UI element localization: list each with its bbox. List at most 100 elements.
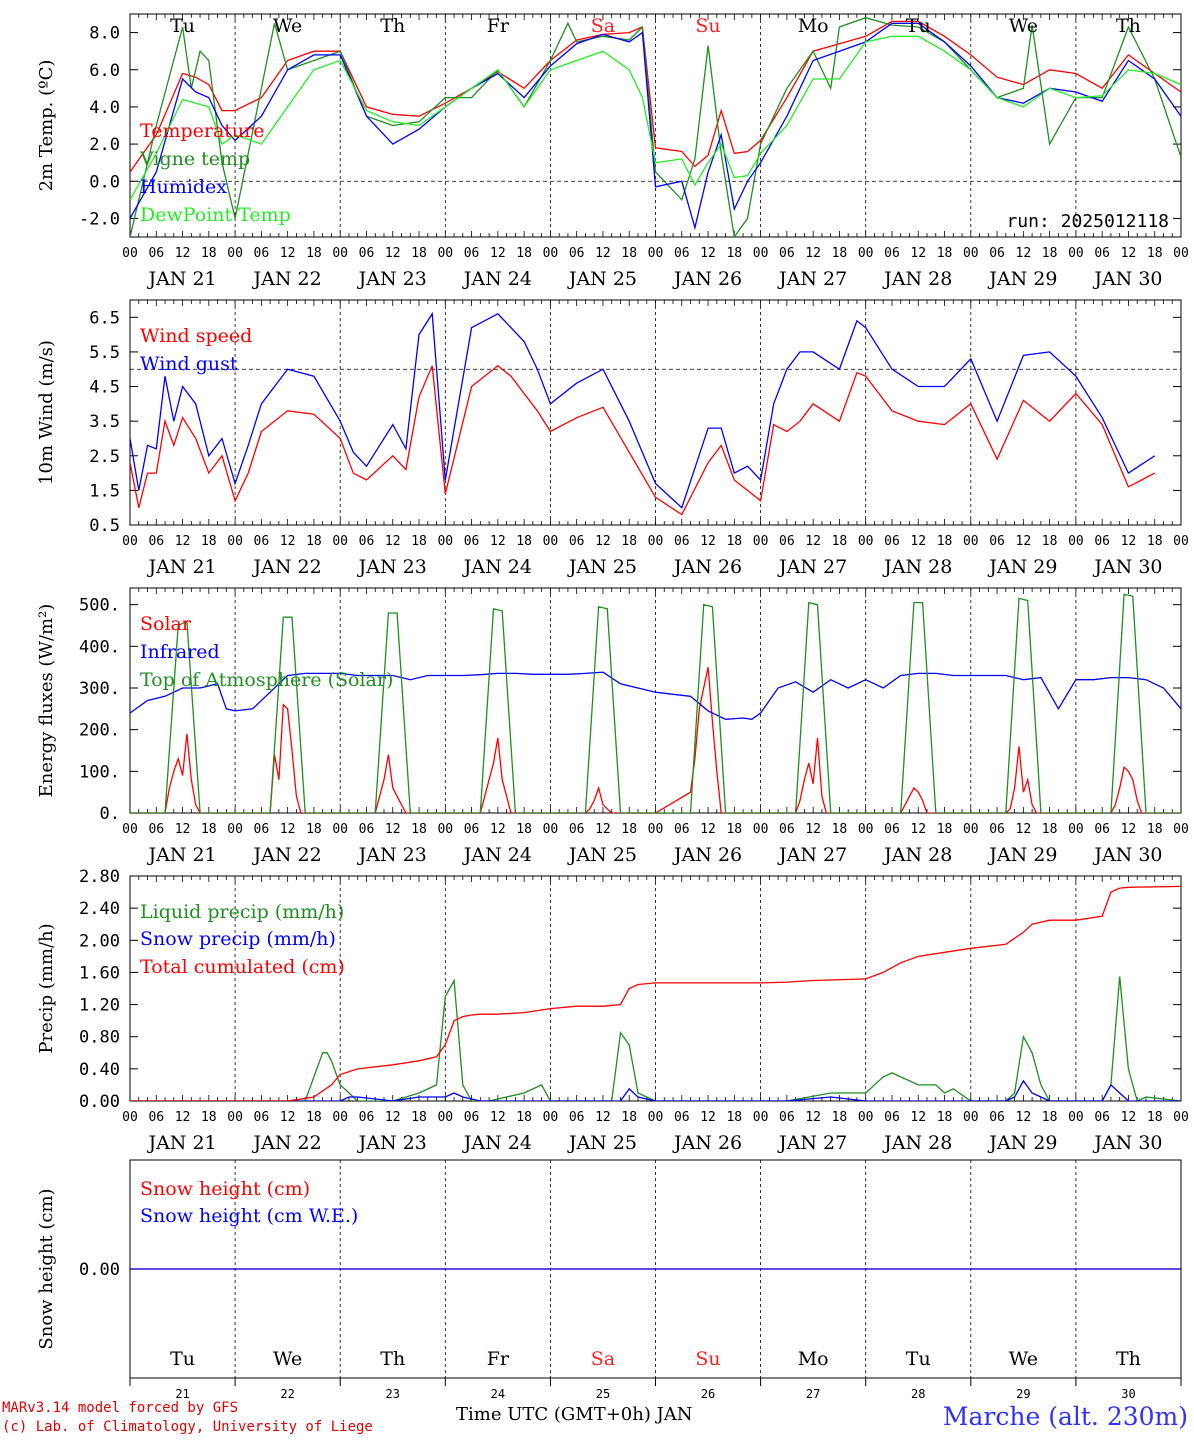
y-axis-label: 10m Wind (m/s) (36, 340, 57, 485)
x-hour-label: 00 (648, 246, 664, 261)
x-hour-label: 18 (516, 822, 532, 837)
x-hour-label: 12 (1016, 1110, 1032, 1125)
x-hour-label: 00 (1068, 1110, 1084, 1125)
x-hour-label: 00 (648, 1110, 664, 1125)
series-line-snow-precip-mm-h- (130, 1079, 1181, 1101)
y-tick-label: 0.40 (79, 1060, 120, 1080)
x-hour-label: 18 (621, 534, 637, 549)
y-tick-label: 0.5 (89, 516, 120, 536)
x-hour-label: 18 (516, 534, 532, 549)
x-day-number: 22 (280, 1387, 294, 1401)
x-hour-label: 06 (254, 246, 270, 261)
x-day-number: 23 (386, 1387, 400, 1401)
x-hour-label: 12 (175, 822, 191, 837)
x-date-label: JAN 22 (252, 556, 322, 578)
x-hour-label: 06 (359, 822, 375, 837)
x-hour-label: 06 (989, 534, 1005, 549)
y-tick-label: 2.40 (79, 899, 120, 919)
y-tick-label: 6.5 (89, 308, 120, 328)
x-date-label: JAN 24 (462, 268, 532, 290)
x-date-label: JAN 22 (252, 1132, 322, 1154)
legend-entry: DewPoint Temp (140, 204, 291, 226)
x-date-label: JAN 24 (462, 1132, 532, 1154)
y-tick-label: 1.60 (79, 963, 120, 983)
x-hour-label: 00 (1068, 246, 1084, 261)
x-hour-label: 18 (201, 534, 217, 549)
x-hour-label: 18 (201, 1110, 217, 1125)
panel-2: 0.5 1.5 2.5 3.5 4.5 5.5 6.5 10m Wind (m/s) Wind … (36, 299, 1189, 578)
x-hour-label: 12 (385, 1110, 401, 1125)
x-hour-label: 00 (227, 822, 243, 837)
y-axis-label: Energy fluxes (W/m²) (36, 604, 57, 798)
x-hour-label: 06 (779, 534, 795, 549)
x-hour-label: 06 (254, 534, 270, 549)
x-hour-label: 18 (411, 1110, 427, 1125)
x-hour-label: 18 (1042, 1110, 1058, 1125)
x-hour-label: 00 (1173, 1110, 1189, 1125)
panel-frame (129, 299, 1182, 526)
x-hour-label: 18 (621, 246, 637, 261)
x-date-label: JAN 25 (567, 1132, 637, 1154)
x-hour-label: 00 (122, 1110, 138, 1125)
x-date-label: JAN 21 (146, 268, 216, 290)
x-hour-label: 12 (1121, 246, 1137, 261)
day-name-label: Th (380, 15, 405, 37)
x-hour-label: 18 (832, 1110, 848, 1125)
panel-frame (129, 587, 1182, 814)
x-hour-label: 06 (1094, 822, 1110, 837)
legend-entry: Snow height (cm) (140, 1178, 310, 1200)
x-hour-label: 00 (1173, 822, 1189, 837)
x-hour-label: 00 (858, 822, 874, 837)
x-hour-label: 12 (805, 1110, 821, 1125)
series-line-dewpoint-temp (130, 35, 1181, 201)
x-hour-label: 18 (937, 534, 953, 549)
x-axis-label: Time UTC (GMT+0h) JAN (456, 1404, 693, 1425)
x-hour-label: 00 (858, 534, 874, 549)
x-hour-label: 12 (595, 246, 611, 261)
x-hour-label: 00 (437, 1110, 453, 1125)
legend-entry: Total cumulated (cm) (140, 956, 345, 978)
y-tick-label: 2.00 (79, 931, 120, 951)
y-axis-label: 2m Temp. (ºC) (36, 60, 57, 192)
x-hour-label: 00 (1068, 534, 1084, 549)
x-day-number: 27 (806, 1387, 820, 1401)
x-hour-label: 18 (1147, 246, 1163, 261)
x-date-label: JAN 29 (987, 556, 1057, 578)
x-hour-label: 06 (779, 822, 795, 837)
y-tick-label: -2.0 (79, 209, 120, 229)
x-hour-label: 06 (359, 246, 375, 261)
legend-entry: Temperature (140, 120, 264, 142)
x-hour-label: 06 (989, 822, 1005, 837)
x-hour-label: 18 (306, 1110, 322, 1125)
x-hour-label: 12 (910, 1110, 926, 1125)
x-hour-label: 00 (332, 246, 348, 261)
y-tick-label: 0.00 (79, 1260, 120, 1280)
panel-4: 0.00 0.40 0.80 1.20 1.60 2.00 2.40 2.80 Precip (… (36, 867, 1189, 1154)
x-date-label: JAN 23 (357, 1132, 427, 1154)
x-hour-label: 12 (805, 822, 821, 837)
x-date-label: JAN 28 (882, 1132, 952, 1154)
x-hour-label: 18 (726, 1110, 742, 1125)
day-name-label: Sa (591, 15, 615, 37)
x-hour-label: 06 (989, 1110, 1005, 1125)
x-hour-label: 06 (989, 246, 1005, 261)
x-date-label: JAN 26 (672, 556, 742, 578)
x-hour-label: 00 (437, 534, 453, 549)
x-hour-label: 18 (937, 1110, 953, 1125)
x-hour-label: 06 (464, 1110, 480, 1125)
x-hour-label: 06 (569, 822, 585, 837)
x-hour-label: 06 (464, 246, 480, 261)
x-hour-label: 06 (569, 1110, 585, 1125)
x-hour-label: 18 (1147, 822, 1163, 837)
legend-entry: Liquid precip (mm/h) (140, 901, 344, 923)
day-name-label: Th (1116, 15, 1141, 37)
x-hour-label: 00 (858, 1110, 874, 1125)
x-hour-label: 00 (753, 822, 769, 837)
x-day-number: 28 (911, 1387, 925, 1401)
x-day-number: 24 (491, 1387, 505, 1401)
x-hour-label: 00 (227, 246, 243, 261)
day-name-label: Mo (798, 1348, 829, 1370)
y-tick-label: 100. (79, 762, 120, 782)
x-hour-label: 00 (122, 246, 138, 261)
x-hour-label: 18 (832, 246, 848, 261)
